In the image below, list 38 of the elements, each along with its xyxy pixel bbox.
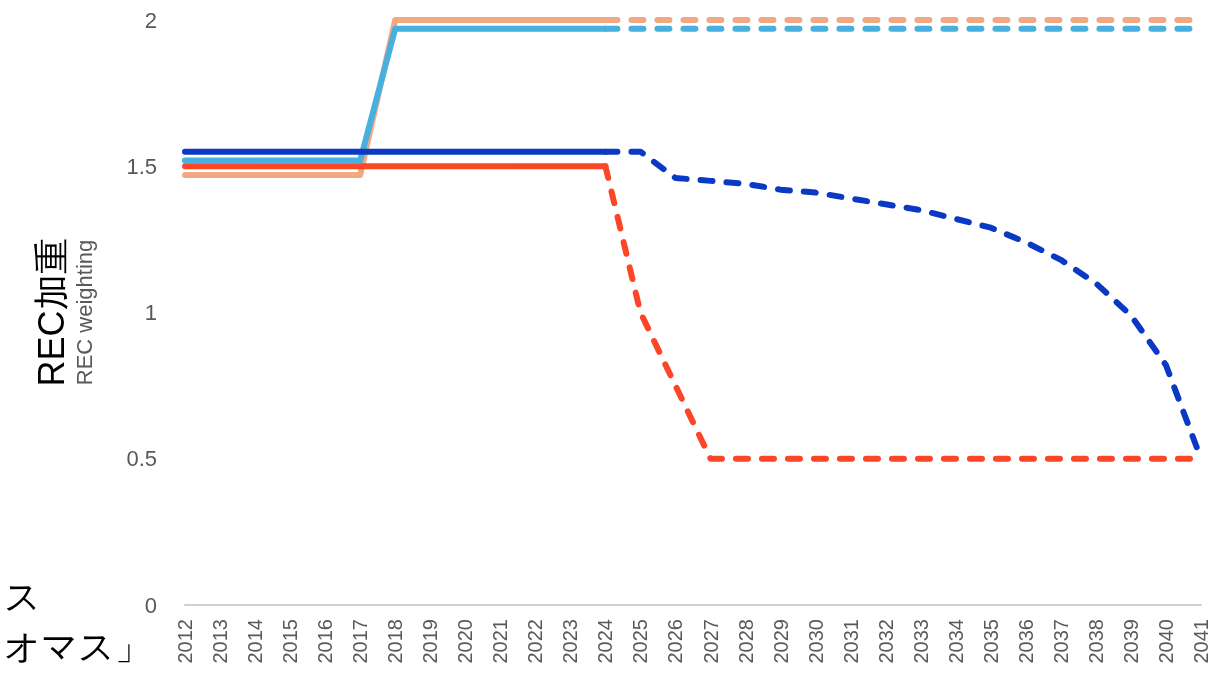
x-tick-label: 2029	[769, 619, 792, 664]
y-tick-label: 0	[144, 592, 157, 618]
x-tick-label: 2041	[1190, 619, 1211, 664]
x-tick-label: 2026	[664, 619, 687, 664]
y-tick-label: 1.5	[126, 153, 157, 179]
x-tick-label: 2033	[909, 619, 932, 664]
y-tick-label: 1	[144, 300, 157, 325]
x-tick-label: 2023	[559, 619, 582, 664]
x-tick-label: 2012	[174, 619, 196, 664]
x-tick-label: 2018	[384, 619, 407, 664]
x-tick-label: 2015	[279, 619, 302, 664]
x-tick-label: 2027	[699, 619, 722, 664]
x-tick-label: 2040	[1154, 619, 1177, 664]
x-tick-label: 2031	[839, 619, 862, 664]
x-tick-label: 2024	[594, 619, 617, 664]
x-tick-label: 2028	[734, 619, 757, 664]
x-tick-label: 2025	[629, 619, 652, 664]
x-tick-label: 2034	[944, 619, 967, 664]
x-tick-label: 2035	[979, 619, 1002, 664]
x-tick-label: 2038	[1084, 619, 1107, 664]
text: オマス」	[4, 625, 151, 667]
x-tick-label: 2017	[349, 619, 372, 664]
y-tick-label: 2	[144, 7, 157, 33]
x-tick-label: 2030	[804, 619, 827, 664]
x-tick-label: 2021	[489, 619, 512, 664]
y-tick-label: 0.5	[126, 446, 157, 472]
x-tick-label: 2019	[419, 619, 442, 664]
x-tick-label: 2020	[454, 619, 477, 664]
y-axis-title: REC加重 REC weighting	[30, 238, 97, 387]
x-tick-label: 2022	[524, 619, 547, 664]
text: ス	[4, 575, 41, 617]
x-tick-label: 2037	[1049, 619, 1072, 664]
x-tick-label: 2036	[1014, 619, 1037, 664]
x-tick-label: 2014	[244, 619, 267, 664]
x-tick-label: 2013	[209, 619, 232, 664]
x-tick-label: 2032	[874, 619, 897, 664]
x-tick-label: 2039	[1119, 619, 1142, 664]
x-tick-label: 2016	[314, 619, 337, 664]
